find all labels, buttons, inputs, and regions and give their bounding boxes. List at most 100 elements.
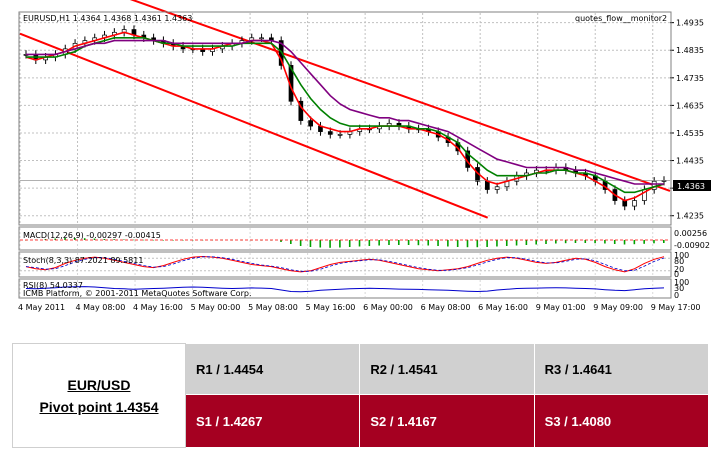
current-price-label: 1.4363 — [677, 182, 705, 191]
macd-bar — [280, 240, 282, 242]
chart-header: EURUSD,H1 1.4364 1.4368 1.4361 1.4363 — [23, 14, 192, 23]
s1-cell: S1 / 1.4267 — [184, 394, 361, 448]
macd-bar — [319, 240, 322, 248]
price-bar-body — [494, 186, 500, 190]
resistance-row: EUR/USD Pivot point 1.4354 R1 / 1.4454 R… — [12, 343, 710, 448]
macd-bar — [44, 239, 47, 240]
price-bar-body — [651, 180, 657, 190]
y-tick-label: 1.4635 — [676, 101, 704, 110]
macd-bar — [584, 240, 587, 243]
price-bar-body — [337, 134, 343, 136]
macd-bar — [653, 240, 655, 244]
macd-bar — [604, 240, 606, 244]
rsi-axis-label: 100 — [674, 278, 689, 287]
macd-bar — [623, 240, 626, 245]
x-tick-label: 9 May 17:00 — [651, 303, 701, 312]
x-tick-label: 5 May 08:00 — [248, 303, 298, 312]
macd-bar — [515, 240, 518, 246]
macd-bar — [378, 240, 380, 246]
y-tick-label: 1.4235 — [676, 212, 704, 221]
macd-bar — [64, 238, 66, 240]
macd-bar — [417, 240, 420, 246]
macd-bar — [54, 238, 57, 240]
macd-bar — [427, 240, 430, 246]
price-bar-body — [298, 100, 304, 121]
main-pane-border — [18, 11, 672, 226]
ma_mid-line — [26, 36, 665, 194]
macd-bar — [299, 240, 302, 246]
x-tick-label: 4 May 2011 — [18, 303, 65, 312]
macd-bar — [505, 240, 508, 246]
price-bar-body — [327, 131, 333, 135]
y-tick-label: 1.4735 — [676, 74, 704, 83]
x-tick-label: 6 May 08:00 — [421, 303, 471, 312]
macd-bar — [613, 240, 616, 244]
macd-axis-label: -0.00902 — [674, 241, 710, 250]
macd-bar — [447, 240, 449, 247]
macd-bar — [83, 238, 86, 240]
moving-averages — [25, 31, 665, 202]
rsi-axis-label: 0 — [674, 291, 679, 300]
stoch-axis-label: 100 — [674, 251, 689, 260]
x-tick-label: 9 May 09:00 — [593, 303, 643, 312]
s2-cell: S2 / 1.4167 — [359, 394, 535, 448]
stoch-label: Stoch(8,3,3) 87.2021 89.5811 — [23, 256, 143, 265]
pivot-point-label: Pivot point 1.4354 — [39, 398, 159, 415]
support-row: S1 / 1.4267 S2 / 1.4167 S3 / 1.4080 — [13, 394, 710, 448]
x-tick-label: 5 May 00:00 — [191, 303, 241, 312]
chart-background — [0, 0, 721, 330]
macd-bar — [574, 240, 577, 243]
rsi-pane-border — [18, 278, 672, 299]
price-bar-body — [632, 200, 637, 207]
macd-bar — [74, 238, 76, 240]
macd-bar — [93, 238, 96, 240]
channel-upper-line — [129, 0, 671, 192]
y-tick-label: 1.4435 — [676, 157, 704, 166]
rsi-label: RSI(8) 54.0337 — [23, 281, 83, 290]
macd-bar — [309, 240, 312, 247]
pair-name: EUR/USD — [67, 376, 131, 393]
macd-bar — [555, 240, 557, 244]
current-price-marker — [673, 180, 711, 191]
x-tick-label: 9 May 01:00 — [536, 303, 586, 312]
macd-bar — [496, 240, 498, 247]
macd-bar — [388, 240, 390, 245]
price-chart: 0.00256 -0.00902 100 80 20 0 100 30 0 1.4935 1.48… — [0, 0, 721, 330]
x-tick-label: 5 May 16:00 — [306, 303, 356, 312]
r1-cell: R1 / 1.4454 — [184, 343, 361, 395]
channel-lower-line — [19, 32, 489, 219]
stoch-axis-label: 0 — [674, 270, 679, 279]
trend-channel — [19, 0, 671, 219]
y-tick-label: 1.4835 — [676, 46, 704, 55]
macd-bar — [123, 239, 125, 240]
y-tick-label: 1.4935 — [676, 19, 704, 28]
macd-bar — [456, 240, 459, 247]
macd-bar — [437, 240, 439, 246]
ma_slow-line — [26, 39, 664, 185]
macd-bar — [564, 240, 567, 244]
macd-bar — [476, 240, 479, 248]
macd-bar — [172, 240, 174, 241]
macd-axis-label: 0.00256 — [674, 229, 707, 238]
macd-bar — [103, 239, 106, 240]
price-bar-body — [259, 37, 264, 40]
x-tick-label: 4 May 08:00 — [76, 303, 126, 312]
macd-bar — [643, 240, 645, 244]
macd-bar — [633, 240, 636, 245]
pivot-label-cell: EUR/USD Pivot point 1.4354 — [12, 343, 186, 448]
macd-bar — [162, 240, 165, 241]
s3-cell: S3 / 1.4080 — [533, 394, 710, 448]
stoch-axis-label: 20 — [674, 265, 684, 274]
macd-bar — [663, 240, 665, 243]
macd-bar — [368, 240, 371, 246]
macd-bar — [535, 240, 537, 245]
macd-bar — [525, 240, 528, 245]
price-bar-body — [308, 120, 313, 127]
macd-bar — [132, 239, 135, 241]
r3-cell: R3 / 1.4641 — [533, 343, 710, 395]
y-tick-label: 1.4535 — [676, 129, 704, 138]
macd-bar — [397, 240, 400, 245]
price-bar-body — [484, 180, 490, 190]
copyright-text: ICMB Platform, © 2001-2011 MetaQuotes So… — [23, 289, 252, 298]
